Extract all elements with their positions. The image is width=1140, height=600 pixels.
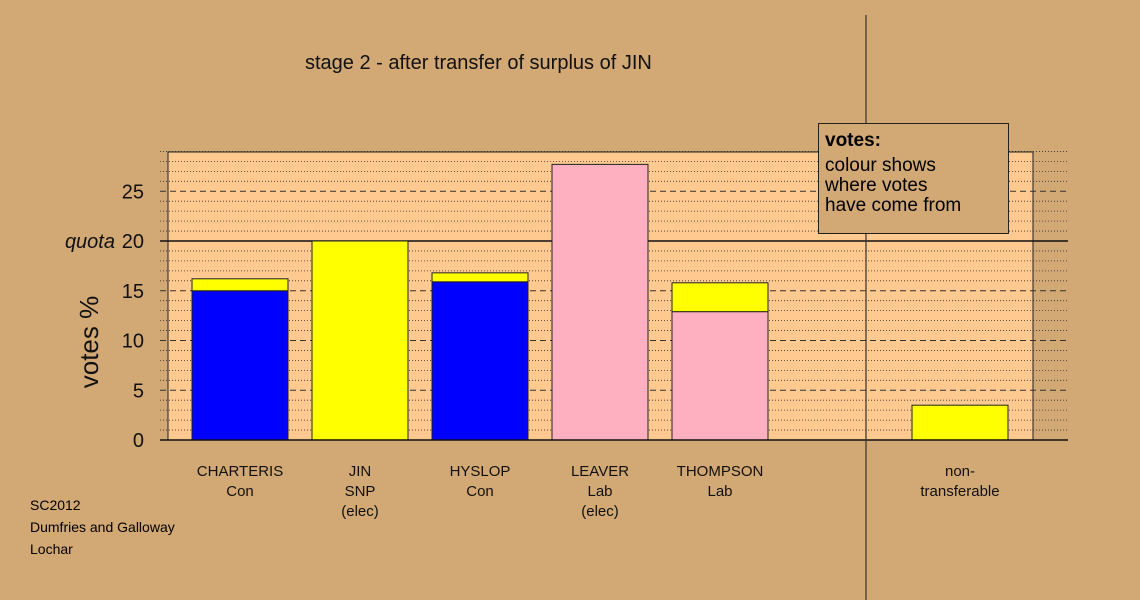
x-tick-label: (elec) [341,503,379,520]
bar-segment [431,272,529,283]
x-tick-label: (elec) [581,503,619,520]
note-line-2: Dumfries and Galloway [30,519,175,535]
bar-segment [671,282,769,313]
y-tick-label: 0 [133,430,144,452]
x-tick-label: HYSLOP [450,463,511,480]
y-tick-label: 20 [122,231,144,253]
quota-label: quota [65,231,115,253]
note-line-1: SC2012 [30,497,81,513]
y-tick-label: 15 [122,281,144,303]
x-tick-label: Con [226,483,254,500]
x-tick-label: Lab [587,483,612,500]
x-tick-label: LEAVER [571,463,629,480]
bar-segment [191,290,289,441]
x-tick-label: Con [466,483,494,500]
note-line-3: Lochar [30,541,73,557]
y-axis-label: votes % [74,296,104,389]
y-tick-label: 5 [133,380,144,402]
x-tick-label: CHARTERIS [197,463,283,480]
x-tick-label: Lab [707,483,732,500]
bar-segment [551,163,649,441]
y-tick-label: 25 [122,181,144,203]
bar-segment [311,240,409,441]
bar-segment [671,311,769,441]
x-tick-label: THOMPSON [677,463,764,480]
legend-body: colour shows where votes have come from [825,156,1008,216]
x-tick-label: transferable [920,483,999,500]
bar-segment [911,404,1009,441]
y-tick-label: 10 [122,331,144,353]
chart-title: stage 2 - after transfer of surplus of J… [305,52,652,74]
legend-line: colour shows [825,155,936,176]
legend-box: votes: colour shows where votes have com… [818,123,1009,234]
legend-line: have come from [825,195,962,216]
x-tick-label: SNP [345,483,376,500]
x-tick-label: non- [945,463,975,480]
legend-title: votes: [825,130,881,151]
legend-line: where votes [825,175,928,196]
x-tick-label: JIN [349,463,372,480]
bar-segment [191,278,289,292]
bar-segment [431,281,529,441]
